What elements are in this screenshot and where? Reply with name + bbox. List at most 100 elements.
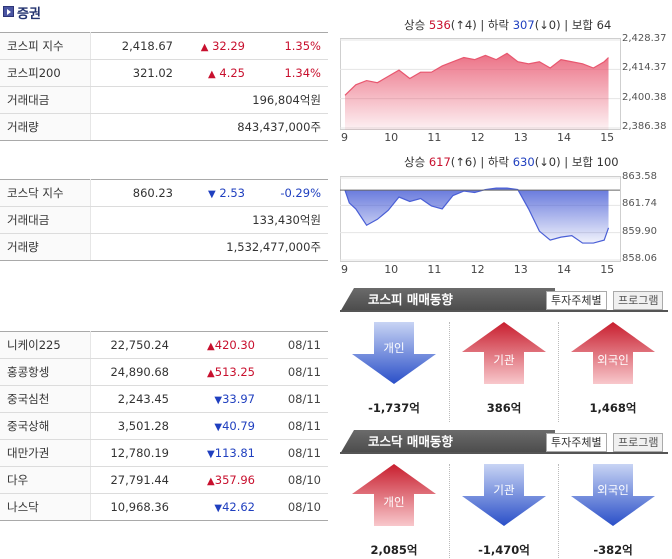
up-arrow-icon: ▲: [207, 476, 215, 487]
tab-investor[interactable]: 투자주체별: [546, 291, 607, 310]
investor-name: 외국인: [597, 483, 629, 497]
down-arrow-icon: ▼: [214, 422, 223, 433]
index-value: 27,791.44: [90, 466, 176, 494]
x-tick-label: 15: [600, 131, 615, 144]
index-value: 10,968.36: [90, 493, 176, 521]
up-count: 617: [428, 155, 451, 169]
y-tick-label: 2,428.37: [622, 33, 667, 44]
series-area: [345, 188, 609, 244]
down-arrow-icon: ▼: [214, 395, 223, 406]
flat-count: 64: [596, 18, 612, 32]
flat-label: 보합: [571, 155, 593, 169]
up-arrow-icon: ▲: [207, 341, 215, 352]
kospi-table: 코스피 지수 2,418.67 ▲ 32.29 1.35% 코스피200 321…: [0, 32, 328, 141]
trend-header: 코스닥 매매동향 투자주체별 프로그램: [340, 430, 668, 454]
section-title: 증권: [17, 7, 41, 22]
index-name: 나스닥: [0, 493, 91, 521]
x-tick-label: 13: [513, 263, 528, 276]
x-tick-label: 14: [557, 263, 571, 276]
index-value: 2,243.45: [90, 385, 176, 413]
table-row[interactable]: 대만가권 12,780.19 ▼113.81 08/11: [0, 439, 328, 467]
net-amount: 1,468억: [589, 401, 637, 415]
kospi-index-rate: 1.35%: [252, 32, 328, 60]
index-date: 08/11: [262, 412, 328, 440]
tab-program[interactable]: 프로그램: [613, 291, 664, 310]
up-count: 536: [428, 18, 451, 32]
index-date: 08/10: [262, 466, 328, 494]
x-tick-label: 10: [384, 263, 399, 276]
table-row[interactable]: 코스닥 지수 860.23 ▼ 2.53 -0.29%: [0, 179, 328, 207]
x-tick-label: 13: [513, 131, 528, 144]
y-tick-label: 2,386.38: [622, 121, 667, 132]
change-value: 420.30: [214, 338, 255, 352]
table-row[interactable]: 중국상해 3,501.28 ▼40.79 08/11: [0, 412, 328, 440]
investor-name: 외국인: [597, 353, 629, 367]
trend-item: 개인 -1,737억: [340, 322, 448, 422]
index-date: 08/11: [262, 385, 328, 413]
x-tick-label: 10: [384, 131, 399, 144]
change-value: 4.25: [219, 66, 245, 80]
table-row: 거래량 1,532,477,000주: [0, 233, 328, 261]
kosdaq-index-label: 코스닥 지수: [0, 179, 91, 207]
trade-volume-label: 거래량: [0, 233, 91, 261]
kospi-chart-caption: 상승 536(↑4) | 하락 307(↓0) | 보합 64: [404, 18, 612, 32]
index-name: 홍콩항셍: [0, 358, 91, 386]
table-row: 거래량 843,437,000주: [0, 113, 328, 141]
index-value: 12,780.19: [90, 439, 176, 467]
net-amount: -382억: [593, 543, 633, 557]
down-count: 630: [512, 155, 535, 169]
index-name: 다우: [0, 466, 91, 494]
table-row[interactable]: 나스닥 10,968.36 ▼42.62 08/10: [0, 493, 328, 521]
up-limit: (↑4): [450, 18, 477, 32]
investor-name: 기관: [493, 353, 515, 367]
change-value: 113.81: [214, 446, 255, 460]
trend-title: 코스닥 매매동향: [340, 430, 555, 454]
kospi-index-label: 코스피 지수: [0, 32, 91, 60]
table-row[interactable]: 홍콩항셍 24,890.68 ▲513.25 08/11: [0, 358, 328, 386]
kospi-index-change: ▲ 32.29: [180, 32, 252, 60]
up-arrow-icon: [352, 464, 436, 526]
tab-investor[interactable]: 투자주체별: [546, 433, 607, 452]
trend-underline: [340, 310, 668, 312]
y-tick-label: 2,400.38: [622, 91, 667, 103]
table-row[interactable]: 니케이225 22,750.24 ▲420.30 08/11: [0, 331, 328, 359]
table-row[interactable]: 다우 27,791.44 ▲357.96 08/10: [0, 466, 328, 494]
index-value: 22,750.24: [90, 331, 176, 359]
x-tick-label: 11: [427, 131, 442, 144]
down-arrow-icon: [352, 322, 436, 384]
kospi-trading-trend: 코스피 매매동향 투자주체별 프로그램 개인 -1,737억 기관 386억 외국인 1,…: [340, 288, 668, 424]
index-value: 24,890.68: [90, 358, 176, 386]
kospi-intraday-chart: [340, 38, 621, 130]
investor-name: 개인: [383, 341, 405, 355]
change-value: 33.97: [222, 392, 255, 406]
index-date: 08/11: [262, 439, 328, 467]
net-amount: 386억: [486, 401, 522, 415]
series-area: [345, 53, 609, 130]
index-change: ▼40.79: [176, 412, 262, 440]
table-row[interactable]: 코스피200 321.02 ▲ 4.25 1.34%: [0, 59, 328, 87]
kospi200-change: ▲ 4.25: [180, 59, 252, 87]
tab-program[interactable]: 프로그램: [613, 433, 664, 452]
series-line: [344, 187, 610, 244]
index-value: 3,501.28: [90, 412, 176, 440]
y-tick-label: 863.58: [622, 171, 657, 182]
trade-amount-value: 196,804억원: [90, 86, 328, 114]
table-row[interactable]: 코스피 지수 2,418.67 ▲ 32.29 1.35%: [0, 32, 328, 60]
change-value: 40.79: [222, 419, 255, 433]
index-change: ▲357.96: [176, 466, 262, 494]
trend-underline: [340, 452, 668, 454]
x-tick-label: 14: [557, 131, 571, 144]
world-index-table: 니케이225 22,750.24 ▲420.30 08/11 홍콩항셍 24,890.68…: [0, 331, 328, 521]
index-change: ▼33.97: [176, 385, 262, 413]
down-count: 307: [512, 18, 535, 32]
net-amount: -1,737억: [368, 401, 420, 415]
trade-amount-value: 133,430억원: [90, 206, 328, 234]
table-row[interactable]: 중국심천 2,243.45 ▼33.97 08/11: [0, 385, 328, 413]
net-amount: 2,085억: [370, 543, 418, 557]
trend-item: 기관 -1,470억: [449, 464, 557, 559]
x-tick-label: 12: [470, 131, 485, 144]
trade-volume-label: 거래량: [0, 113, 91, 141]
change-value: 42.62: [222, 500, 255, 514]
index-date: 08/10: [262, 493, 328, 521]
x-tick-label: 15: [600, 263, 615, 276]
